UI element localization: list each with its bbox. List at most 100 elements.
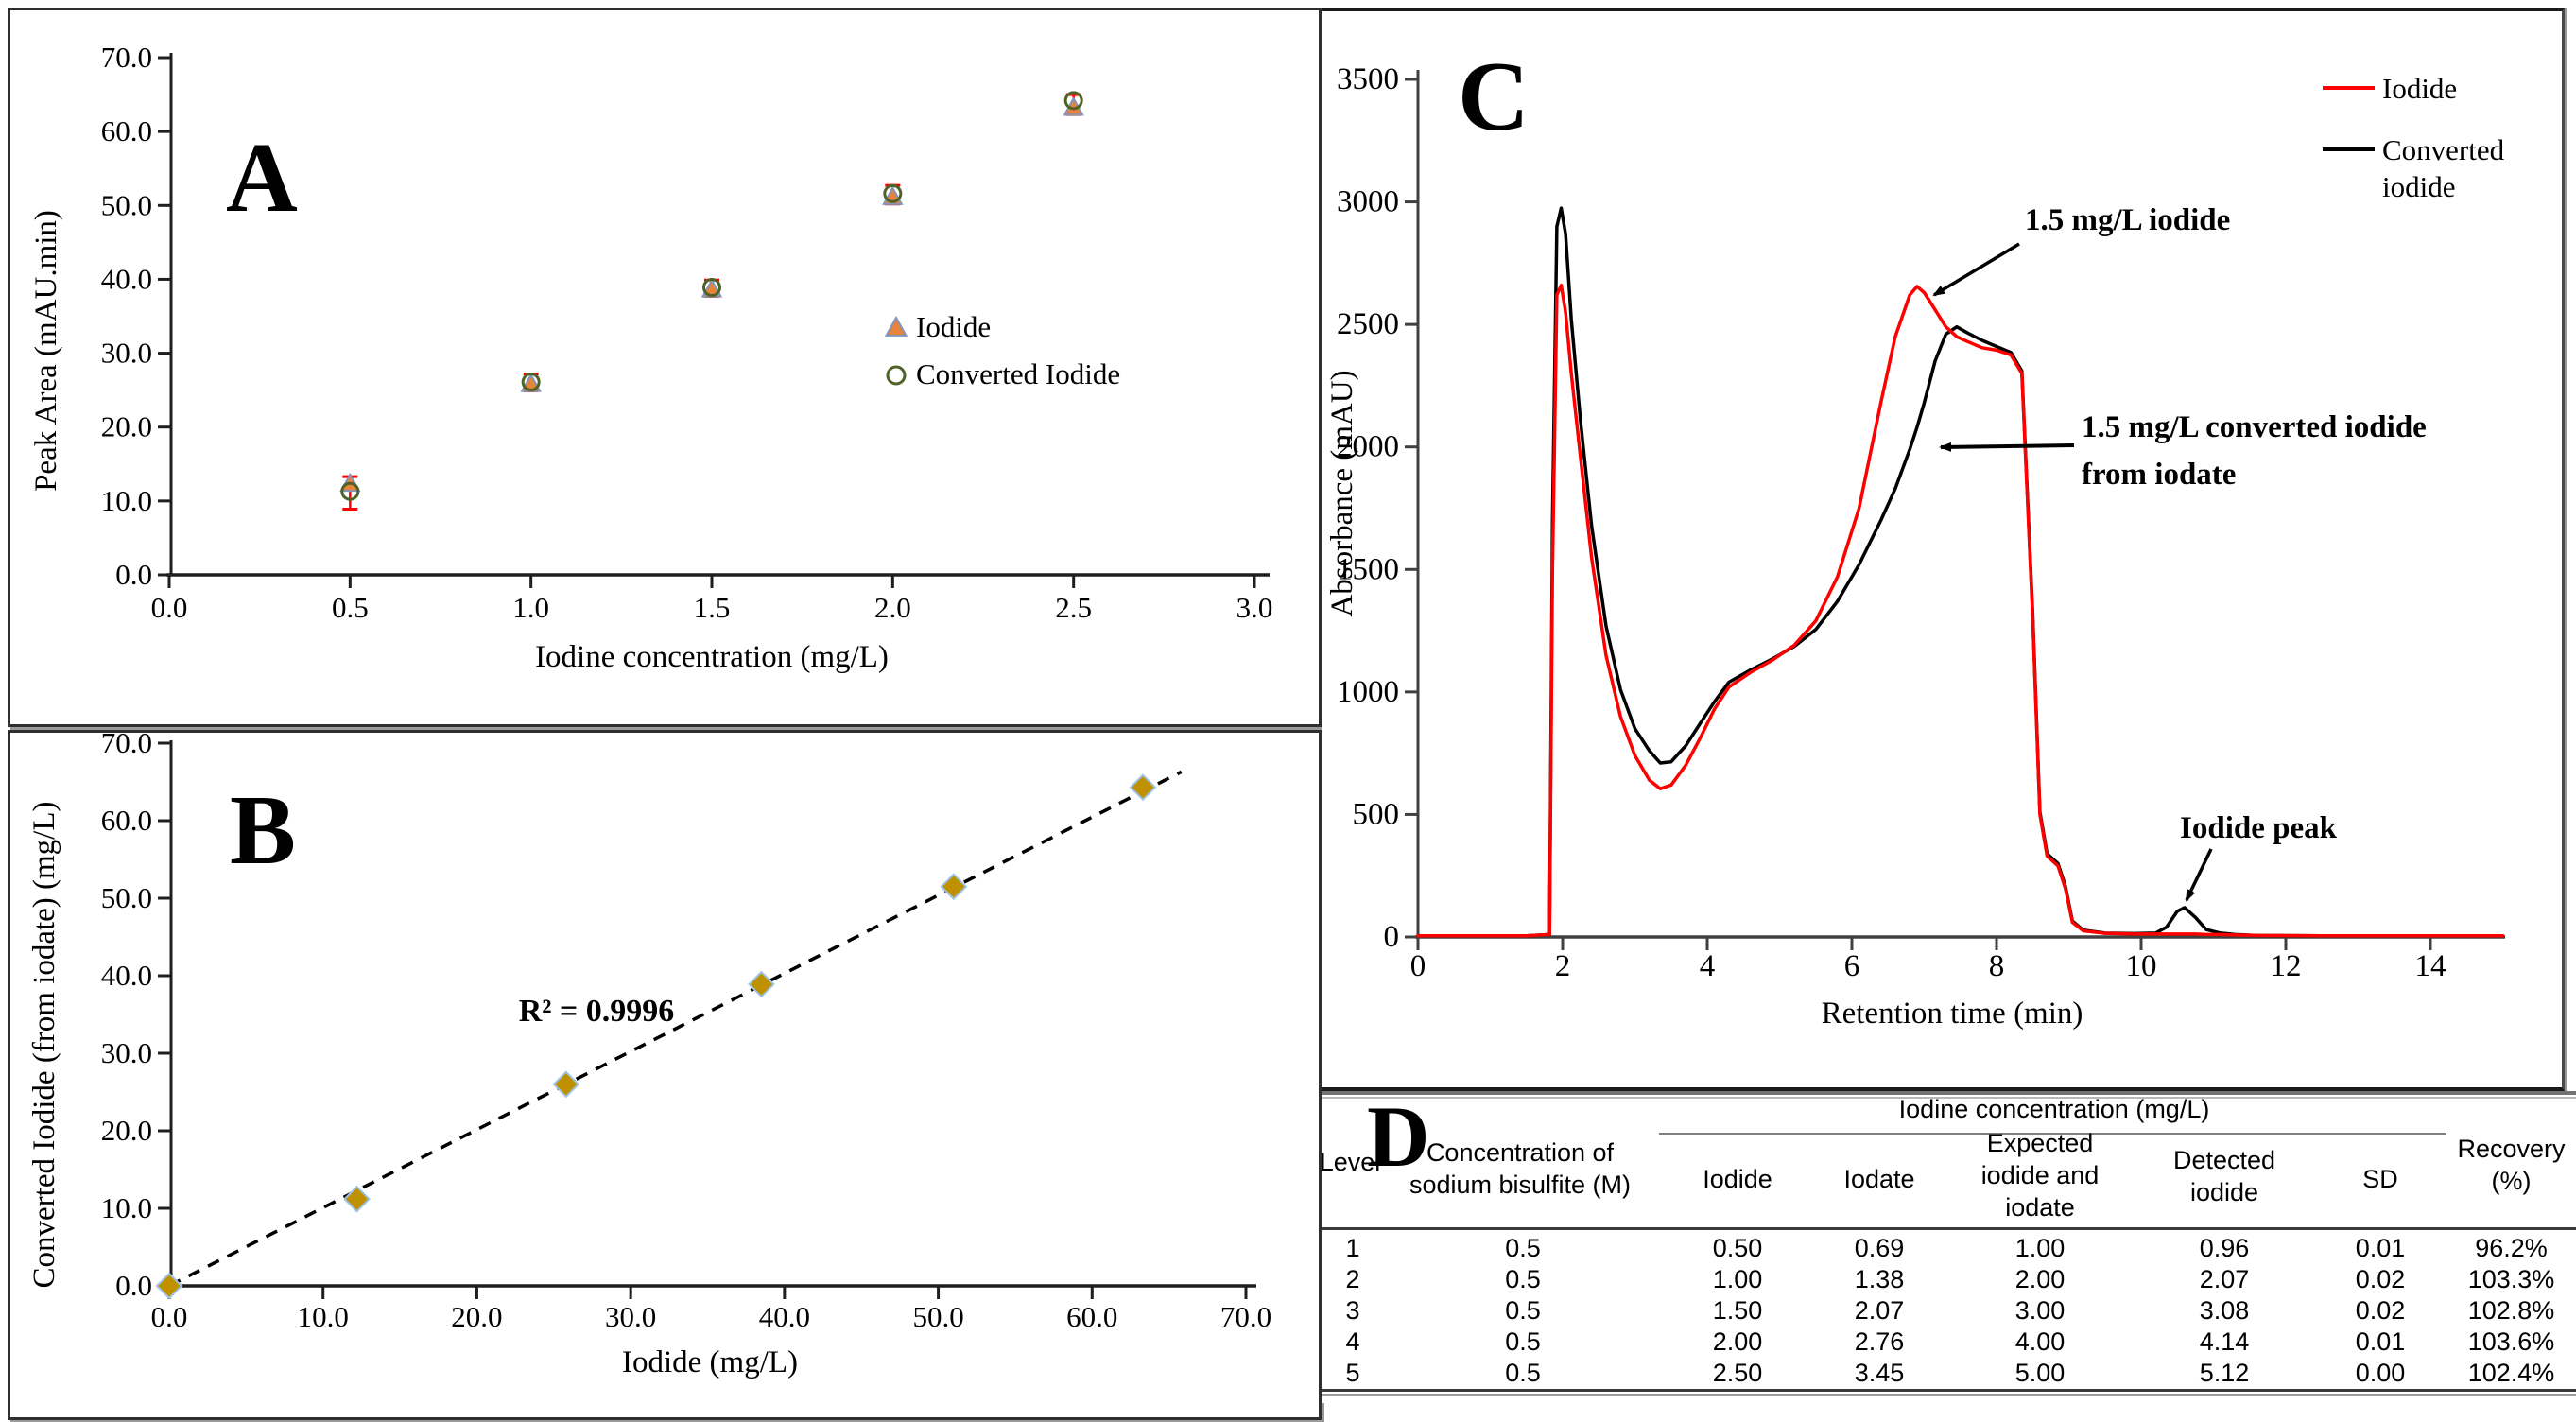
chromatogram-converted-iodide (1416, 206, 2505, 938)
panel-d-recovery-table: D Iodine concentration (mg/L) Level Conc… (1320, 1088, 2576, 1403)
x-tick-label: 10.0 (298, 1300, 349, 1333)
annotation-iodide-peak-main: 1.5 mg/L iodide (1932, 203, 2230, 297)
legend-label-converted-line1: Converted (2382, 133, 2505, 166)
annotation-text-converted-line2: from iodate (2082, 458, 2236, 492)
legend-label-iodide: Iodide (2382, 72, 2457, 105)
table-bottom-rule (1322, 1389, 2576, 1392)
table-cell: 3.00 (2014, 1296, 2066, 1325)
panel-c-chromatogram: C Retention time (min) Absorbance (mAU) … (1322, 8, 2565, 1091)
table-bottom-rule-2 (1322, 1394, 2576, 1396)
panel-a-y-axis-title: Peak Area (mAU.min) (29, 210, 63, 492)
table-cell: 4.00 (2014, 1327, 2066, 1356)
annotation-text-15mgl-iodide: 1.5 mg/L iodide (2025, 203, 2230, 237)
table-row: 1 0.5 0.50 0.69 1.00 0.96 0.01 96.2% (1322, 1233, 2576, 1264)
diamond-marker (940, 873, 968, 901)
legend-label-iodide: Iodide (916, 310, 991, 343)
table-cell: 5.12 (2199, 1359, 2250, 1387)
table-cell: 0.01 (2355, 1234, 2406, 1262)
table-body: 1 0.5 0.50 0.69 1.00 0.96 0.01 96.2% 2 0.5 1.00 1.3… (1322, 1233, 2576, 1389)
circle-marker (340, 481, 360, 501)
y-tick-label: 3000 (1337, 185, 1399, 219)
y-tick-label: 30.0 (101, 1036, 152, 1069)
triangle-marker (884, 315, 908, 337)
table-cell: 2.00 (1712, 1327, 1763, 1356)
table-cell: 4 (1345, 1327, 1360, 1356)
y-tick-label: 40.0 (101, 262, 152, 295)
panel-d-letter: D (1367, 1088, 1430, 1185)
y-tick-label: 2500 (1337, 307, 1399, 341)
table-cell: 0.5 (1505, 1234, 1541, 1262)
panel-c-chart: C Retention time (min) Absorbance (mAU) … (1325, 41, 2505, 1031)
y-tick-label: 50.0 (101, 188, 152, 221)
table-row: 5 0.5 2.50 3.45 5.00 5.12 0.00 102.4% (1322, 1358, 2576, 1389)
x-tick-label: 1.0 (512, 591, 549, 624)
y-tick-label: 40.0 (101, 959, 152, 992)
trend-line (168, 770, 1183, 1288)
table-cell: 2 (1345, 1265, 1360, 1293)
table-cell: 102.4% (2467, 1359, 2555, 1387)
table-cell: 103.6% (2467, 1327, 2555, 1356)
table-cell: 1.38 (1854, 1265, 1905, 1293)
y-tick-label: 30.0 (101, 337, 152, 370)
col-header-detected: Detected iodide (2172, 1146, 2276, 1206)
x-tick-label: 2.0 (874, 591, 911, 624)
y-tick-label: 60.0 (101, 114, 152, 147)
table-cell: 0.00 (2355, 1359, 2406, 1387)
panel-c-letter: C (1458, 41, 1530, 151)
annotation-arrow-converted (1939, 442, 2075, 452)
x-tick-label: 1.5 (694, 591, 731, 624)
table-cell: 3 (1345, 1296, 1360, 1325)
r-squared-label: R² = 0.9996 (519, 994, 675, 1029)
x-tick-label: 0.5 (332, 591, 369, 624)
legend-label-converted-line2: iodide (2382, 170, 2456, 203)
panel-a-chart: A Iodine concentration (mg/L) Peak Area … (29, 41, 1273, 674)
y-tick-label: 20.0 (101, 1114, 152, 1147)
table-cell: 2.07 (2199, 1265, 2250, 1293)
diamond-marker (552, 1070, 580, 1099)
table-cell: 0.50 (1712, 1234, 1763, 1262)
panel-c-plot-area: 0 2 4 6 8 10 12 14 0 500 1000 1500 2000 2500 3000 3500 (1337, 62, 2505, 983)
x-tick-label: 0.0 (151, 591, 188, 624)
table-cell: 0.02 (2355, 1296, 2406, 1325)
y-tick-label: 10.0 (101, 1191, 152, 1224)
table-cell: 0.02 (2355, 1265, 2406, 1293)
y-tick-label: 1500 (1337, 552, 1399, 586)
x-tick-label: 4 (1700, 949, 1716, 983)
table-cell: 3.45 (1854, 1359, 1905, 1387)
y-tick-label: 70.0 (101, 733, 152, 759)
table-cell: 5.00 (2014, 1359, 2066, 1387)
table-cell: 2.76 (1854, 1327, 1905, 1356)
diamond-marker (748, 970, 775, 998)
table-row: 4 0.5 2.00 2.76 4.00 4.14 0.01 103.6% (1322, 1327, 2576, 1358)
table-cell: 1.00 (1712, 1265, 1763, 1293)
annotation-text-iodide-peak: Iodide peak (2180, 811, 2338, 845)
y-tick-label: 1000 (1337, 675, 1399, 709)
x-tick-label: 30.0 (605, 1300, 656, 1333)
y-tick-label: 0.0 (115, 558, 152, 591)
circle-marker (883, 183, 903, 203)
panel-a-plot-area: 0.0 0.5 1.0 1.5 2.0 2.5 3.0 0.0 10.0 20.0 30.0 40.0… (101, 41, 1273, 624)
panel-b-y-axis-title: Converted Iodide (from iodate) (mg/L) (27, 802, 61, 1289)
annotation-converted-iodide: 1.5 mg/L converted iodide from iodate (1939, 410, 2427, 492)
table-cell: 96.2% (2475, 1234, 2548, 1262)
table-row: 3 0.5 1.50 2.07 3.00 3.08 0.02 102.8% (1322, 1295, 2576, 1327)
x-tick-label: 20.0 (451, 1300, 502, 1333)
x-tick-label: 50.0 (912, 1300, 963, 1333)
table-cell: 0.5 (1505, 1265, 1541, 1293)
col-header-recovery: Recovery (%) (2457, 1135, 2566, 1195)
panel-b-letter: B (230, 774, 296, 885)
col-header-expected: Expected iodide and iodate (1980, 1129, 2100, 1222)
table-cell: 103.3% (2467, 1265, 2555, 1293)
col-header-sd: SD (2362, 1165, 2398, 1193)
panel-a-letter: A (226, 122, 298, 233)
panel-b-chart: B Iodide (mg/L) Converted Iodide (from i… (27, 733, 1271, 1379)
table-cell: 0.5 (1505, 1296, 1541, 1325)
y-tick-label: 2000 (1337, 430, 1399, 464)
table-span-underline (1659, 1133, 2446, 1135)
table-cell: 102.8% (2467, 1296, 2555, 1325)
table-cell: 4.14 (2199, 1327, 2250, 1356)
table-row: 2 0.5 1.00 1.38 2.00 2.07 0.02 103.3% (1322, 1264, 2576, 1295)
y-tick-label: 50.0 (101, 881, 152, 914)
table-span-header: Iodine concentration (mg/L) (1898, 1095, 2210, 1123)
table-cell: 0.69 (1854, 1234, 1905, 1262)
